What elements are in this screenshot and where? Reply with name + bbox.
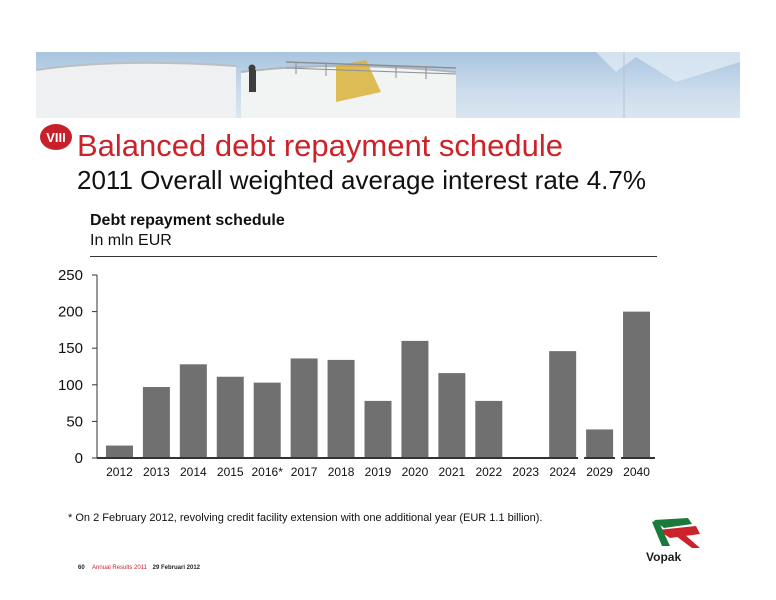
- chart-unit-label: In mln EUR: [90, 232, 172, 249]
- footer-report-name: Annual Results 2011: [92, 565, 147, 571]
- x-tick-label: 2017: [291, 465, 318, 479]
- footnote: * On 2 February 2012, revolving credit f…: [68, 512, 543, 524]
- header-banner-photo: [36, 52, 740, 118]
- x-tick-label: 2021: [439, 465, 466, 479]
- bar: [105, 445, 133, 458]
- slide-subtitle: 2011 Overall weighted average interest r…: [77, 165, 646, 195]
- y-tick-label: 50: [66, 413, 83, 430]
- y-tick-label: 200: [58, 304, 83, 321]
- x-tick-label: 2020: [402, 465, 429, 479]
- bar: [179, 364, 207, 458]
- x-tick-label: 2023: [512, 465, 539, 479]
- x-tick-label: 2029: [586, 465, 613, 479]
- bar: [364, 400, 392, 458]
- y-tick-label: 100: [58, 377, 83, 394]
- bar: [290, 358, 318, 458]
- x-tick-label: 2012: [106, 465, 133, 479]
- x-tick-label: 2015: [217, 465, 244, 479]
- bar: [142, 386, 170, 458]
- chart-title: Debt repayment schedule: [90, 212, 285, 229]
- x-tick-label: 2013: [143, 465, 170, 479]
- vopak-logo-icon: [652, 518, 700, 548]
- bar: [549, 351, 577, 458]
- x-tick-label: 2018: [328, 465, 355, 479]
- x-tick-label: 2022: [475, 465, 502, 479]
- x-tick-label: 2024: [549, 465, 576, 479]
- footer-date: 29 Februari 2012: [152, 565, 201, 571]
- bar: [253, 382, 281, 458]
- bar: [401, 340, 429, 458]
- footer: 60 Annual Results 2011 29 Februari 2012: [78, 565, 200, 571]
- x-tick-label: 2016*: [252, 465, 284, 479]
- section-badge: VIII: [40, 124, 72, 150]
- storage-tanks-illustration: [36, 52, 740, 118]
- page-number: 60: [78, 565, 85, 571]
- bar: [216, 376, 244, 458]
- x-tick-label: 2019: [365, 465, 392, 479]
- bar: [475, 400, 503, 458]
- x-tick-label: 2014: [180, 465, 207, 479]
- bar: [438, 373, 466, 458]
- bar: [623, 311, 651, 458]
- y-tick-label: 250: [58, 267, 83, 284]
- slide-title: Balanced debt repayment schedule: [77, 128, 563, 163]
- bar: [327, 359, 355, 458]
- bar: [586, 429, 614, 458]
- y-tick-label: 150: [58, 340, 83, 357]
- logo-wordmark: Vopak: [646, 550, 682, 564]
- y-tick-label: 0: [75, 450, 83, 467]
- x-tick-label: 2040: [623, 465, 650, 479]
- chart-header-rule: [90, 256, 657, 257]
